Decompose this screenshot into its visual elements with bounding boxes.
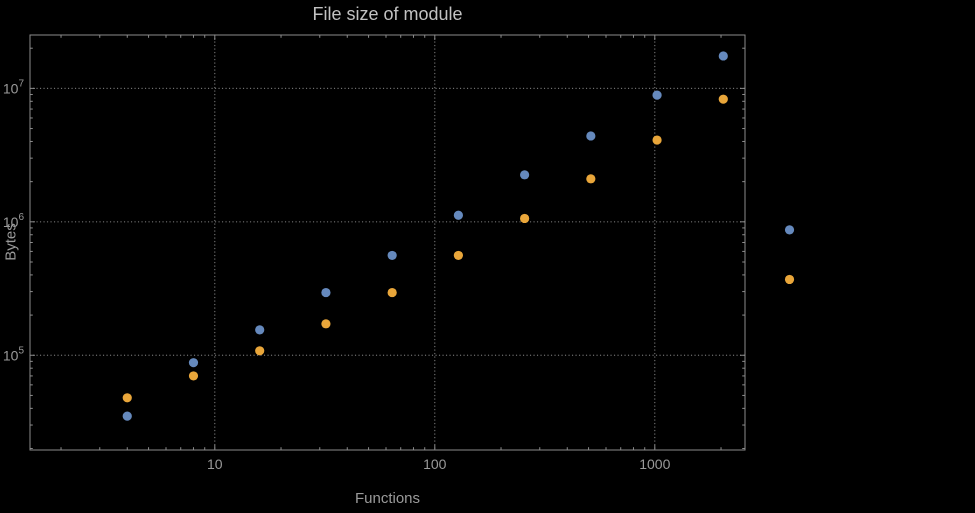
chart-title: File size of module — [312, 4, 463, 24]
data-point-series-1-blue — [586, 131, 596, 141]
data-point-series-1-blue — [122, 411, 132, 421]
data-point-series-2-orange — [784, 274, 795, 285]
data-point-series-2-orange — [718, 94, 728, 104]
data-point-series-2-orange — [453, 250, 463, 261]
data-point-series-1-blue — [520, 170, 530, 180]
data-point-series-2-orange — [321, 319, 331, 329]
x-axis-label: Functions — [354, 490, 421, 507]
data-point-series-1-blue — [652, 90, 662, 100]
y-tick-label: 105 — [3, 345, 25, 363]
y-tick-label: 106 — [3, 212, 25, 230]
data-point-series-1-blue — [718, 51, 728, 61]
data-point-series-1-blue — [784, 225, 795, 235]
plot-frame — [29, 34, 746, 451]
x-tick-label: 1000 — [639, 456, 670, 472]
data-point-series-1-blue — [321, 287, 331, 298]
data-point-series-2-orange — [586, 174, 596, 184]
x-tick-label: 100 — [423, 456, 447, 472]
data-point-series-2-orange — [188, 371, 199, 381]
data-point-series-1-blue — [255, 325, 265, 335]
data-point-series-1-blue — [188, 358, 199, 368]
data-point-series-2-orange — [387, 287, 397, 298]
x-tick-label: 10 — [207, 456, 223, 472]
data-point-series-1-blue — [387, 250, 397, 261]
data-point-series-2-orange — [652, 135, 662, 145]
data-point-series-2-orange — [520, 213, 530, 224]
data-point-series-2-orange — [255, 346, 265, 356]
data-point-series-2-orange — [122, 393, 132, 403]
data-point-series-1-blue — [453, 210, 463, 220]
y-tick-label: 107 — [3, 78, 25, 96]
